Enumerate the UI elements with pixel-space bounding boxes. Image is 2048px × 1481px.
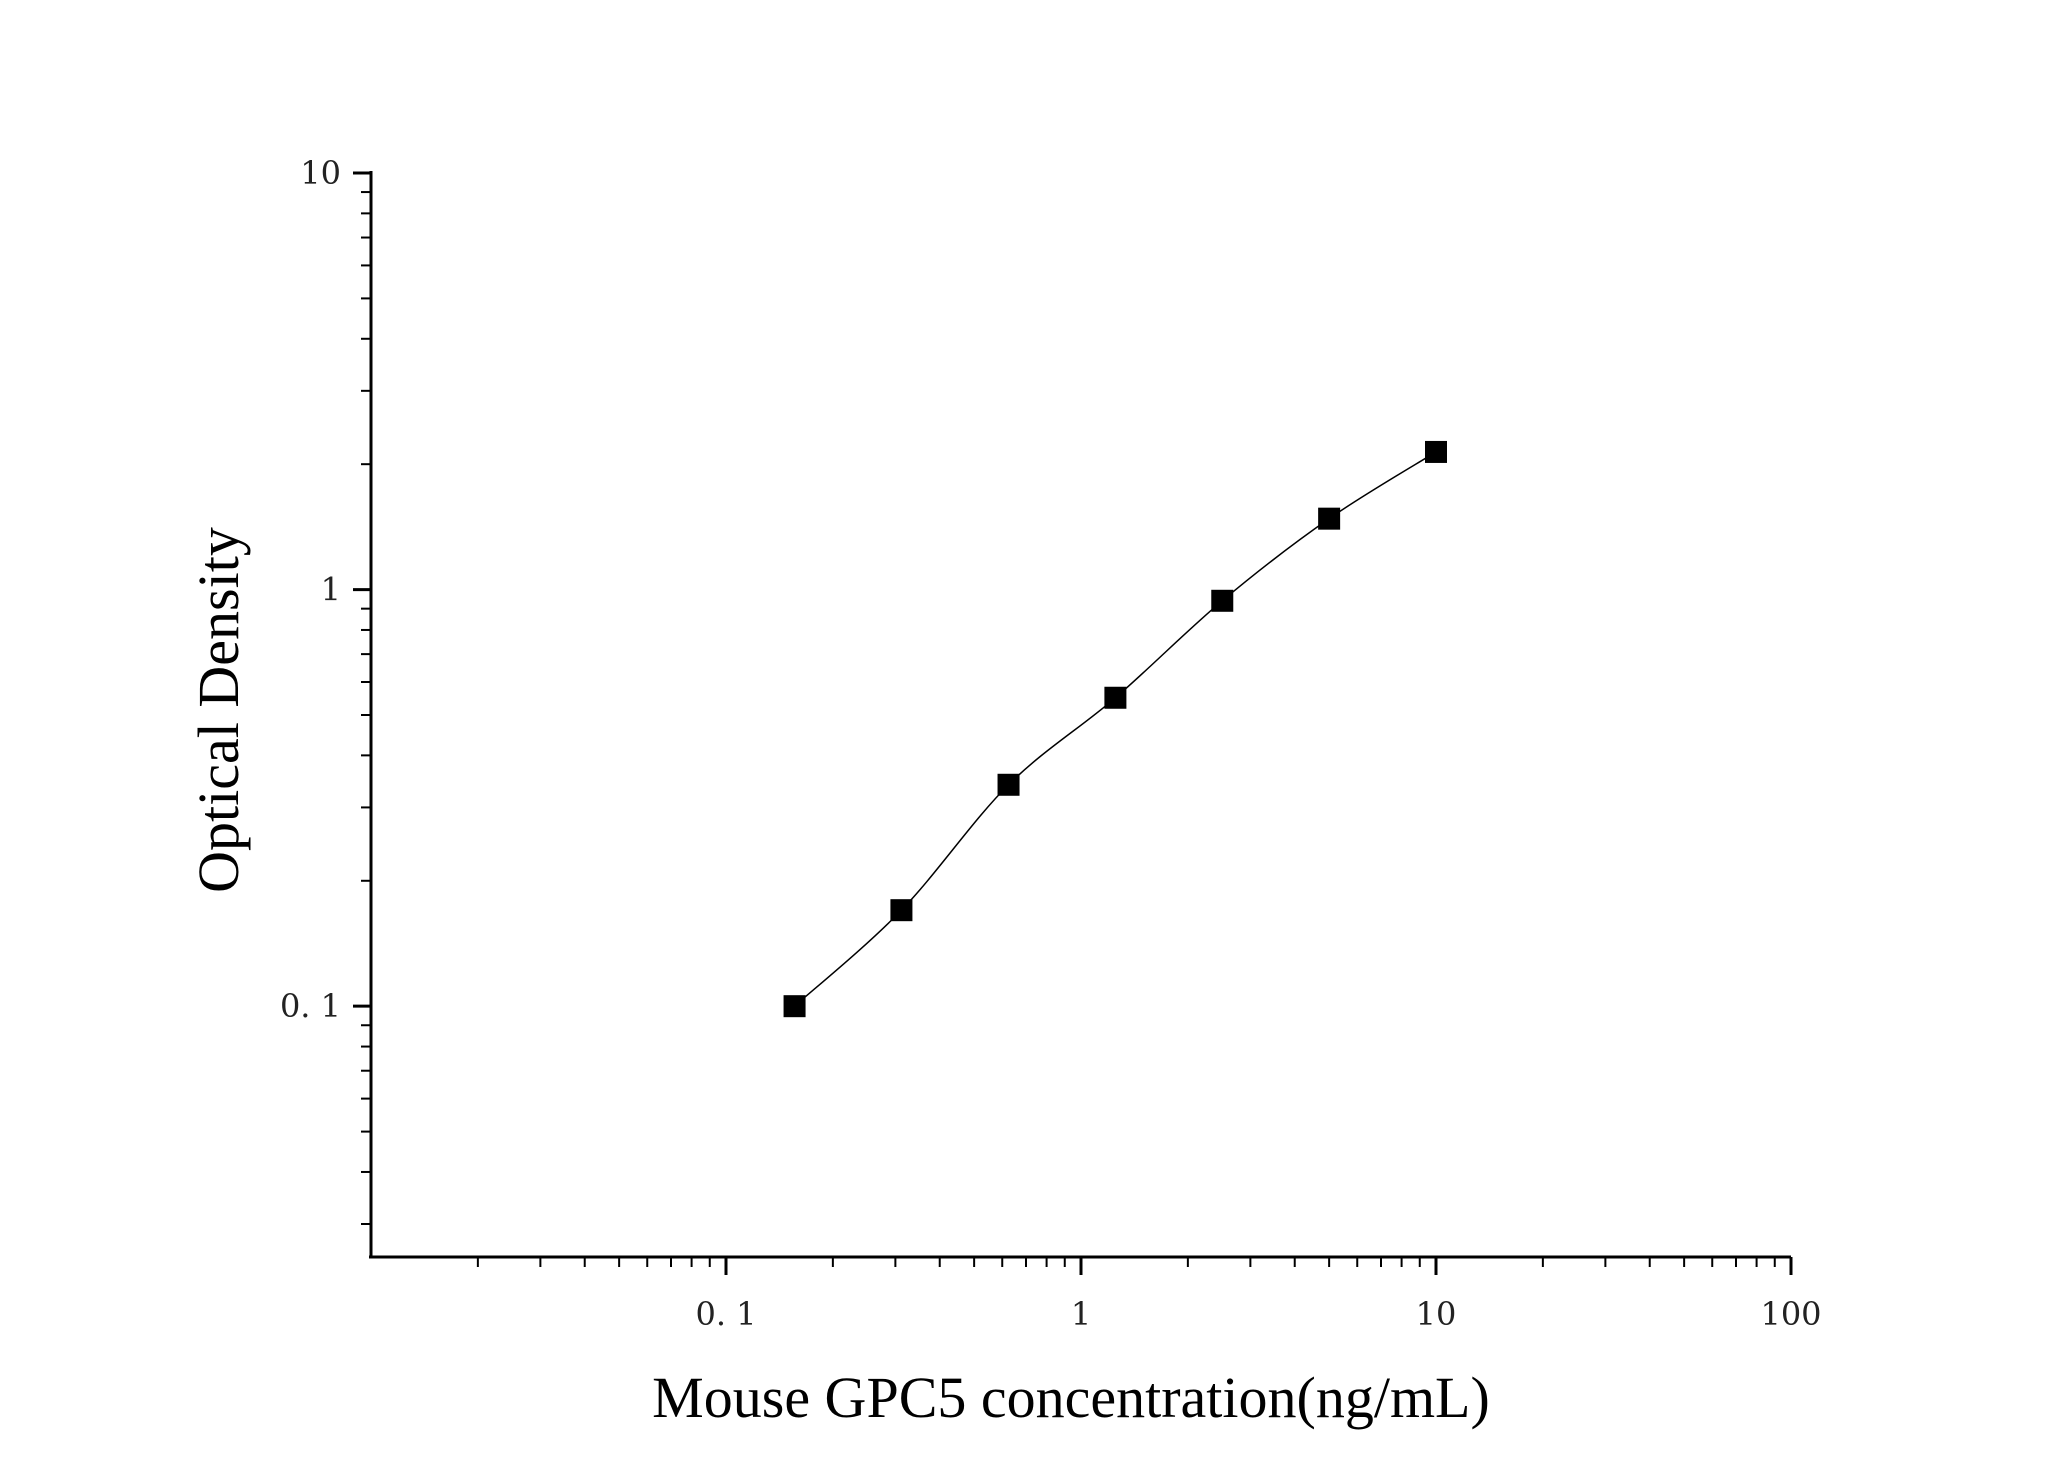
data-point (997, 773, 1020, 796)
data-points (783, 440, 1447, 1018)
x-tick-label: 1 (1071, 1295, 1091, 1333)
y-axis-title: Optical Density (186, 527, 251, 893)
x-major-ticks (724, 1257, 1793, 1275)
data-point (1318, 507, 1341, 530)
y-tick-labels: 0. 1 1 10 (280, 154, 341, 1025)
data-point (890, 899, 913, 922)
y-tick-label: 10 (300, 154, 341, 192)
data-point (1104, 686, 1127, 709)
data-point (1211, 589, 1234, 612)
x-axis-title: Mouse GPC5 concentration(ng/mL) (652, 1365, 1490, 1430)
x-tick-label: 10 (1416, 1295, 1457, 1333)
data-point (1425, 440, 1447, 463)
y-tick-label: 1 (321, 571, 341, 609)
y-minor-ticks (361, 191, 371, 1226)
y-major-ticks (353, 171, 371, 1008)
y-tick-label: 0. 1 (280, 987, 341, 1025)
x-tick-label: 100 (1760, 1295, 1821, 1333)
fit-curve (794, 451, 1437, 1007)
data-point (783, 995, 806, 1018)
x-tick-label: 0. 1 (695, 1295, 756, 1333)
x-tick-labels: 0. 1 1 10 100 (695, 1295, 1821, 1333)
x-minor-ticks (476, 1257, 1776, 1267)
